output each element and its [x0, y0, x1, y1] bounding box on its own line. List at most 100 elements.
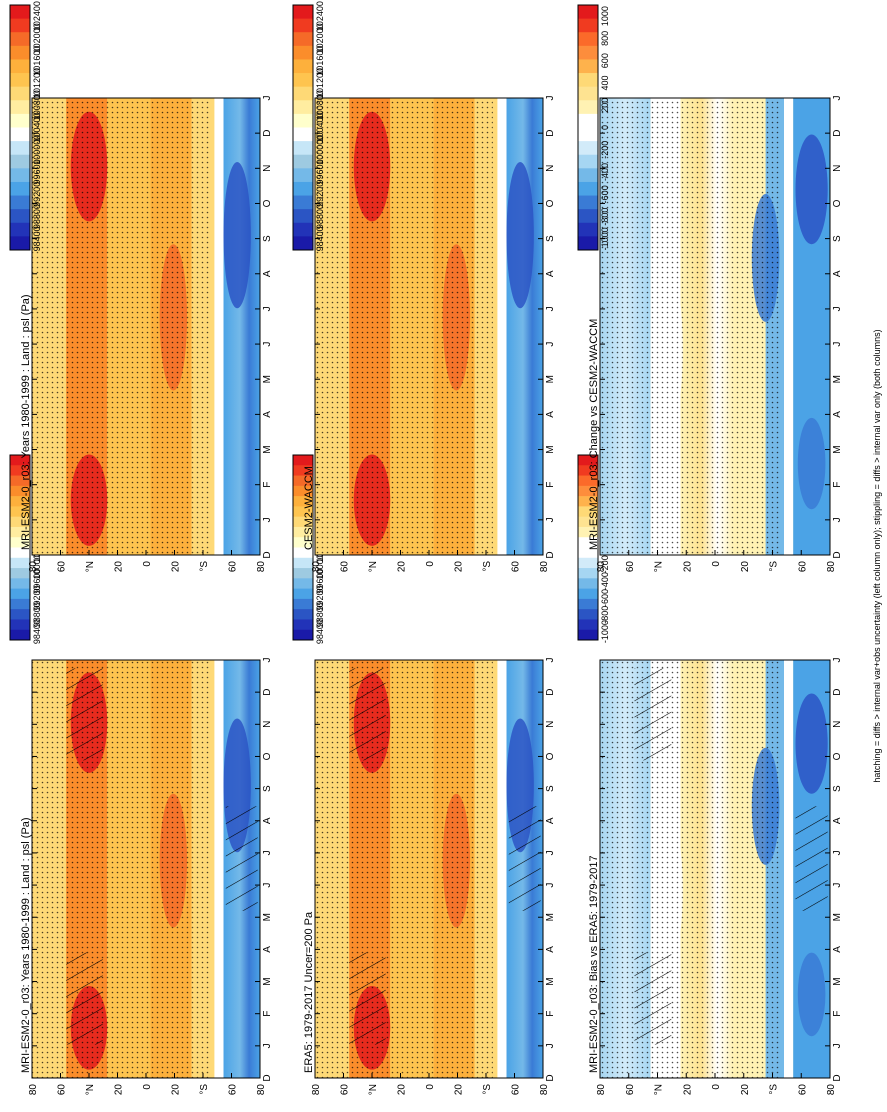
panel-mri-abs: D J F M A M J J A S O N D J 80 60 °N 20 0 20 °S 60 80 MRI-ESM2-… [9, 448, 273, 1096]
month-label: M [545, 913, 556, 921]
colorbar-label: -400 [600, 163, 610, 181]
colorbar-swatch [578, 475, 598, 487]
colorbar-label: -200 [600, 555, 610, 573]
lat-label: °S [199, 1084, 210, 1095]
colorbar-swatch [10, 154, 30, 169]
month-label: J [832, 883, 843, 888]
month-label: J [832, 342, 843, 347]
lat-label: °S [769, 561, 780, 572]
lat-label: 80 [596, 561, 607, 573]
lat-label: 0 [142, 1084, 153, 1090]
hatching [795, 806, 828, 911]
colorbar-swatch [293, 506, 313, 518]
colorbar-swatch [293, 629, 313, 641]
lat-band [784, 98, 794, 555]
month-label: M [262, 375, 273, 383]
colorbar-swatch [578, 526, 598, 538]
lat-label: 20 [114, 1084, 125, 1096]
lat-label: 80 [596, 1084, 607, 1096]
colorbar-label: 800 [600, 31, 610, 46]
month-label: J [545, 342, 556, 347]
colorbar-swatch [578, 588, 598, 600]
colorbar-swatch [293, 45, 313, 60]
colorbar-swatch [293, 465, 313, 477]
month-label: J [832, 850, 843, 855]
colorbar-label: 98800 [315, 204, 325, 229]
colorbar-label: 600 [600, 53, 610, 68]
colorbar-swatch [10, 465, 30, 477]
lat-label: °N [368, 561, 379, 572]
colorbar-label: -600 [600, 185, 610, 203]
lat-band [214, 660, 224, 1078]
colorbar-label: 101200 [315, 68, 325, 98]
colorbar-frame [292, 4, 314, 251]
lat-label: 80 [311, 561, 322, 573]
colorbar-frame [9, 454, 31, 641]
panel-mri-abs-2: D J F M A M J J A S O N D J 80 60 °N 20 0 20 °S 60 80 MRI-ESM2-… [9, 1, 273, 573]
month-label: A [832, 411, 843, 418]
month-label: M [832, 977, 843, 985]
month-label: D [545, 1074, 556, 1081]
colorbar-swatch [578, 209, 598, 224]
lat-label: 60 [625, 561, 636, 573]
hatching [225, 806, 258, 911]
field-blob [797, 417, 826, 510]
month-label: J [545, 96, 556, 101]
colorbar-swatch [10, 18, 30, 33]
month-label: D [545, 689, 556, 696]
colorbar-swatch [10, 537, 30, 548]
colorbar-label: 100000 [32, 135, 42, 165]
colorbar-swatch [578, 455, 598, 466]
colorbar-swatch [293, 127, 313, 142]
panel-title: MRI-ESM2-0_r03: Years 1980-1999 : Land :… [20, 817, 32, 1073]
month-label: J [262, 96, 273, 101]
panel-title: MRI-ESM2-0_r03: Bias vs ERA5: 1979-2017 [588, 855, 600, 1073]
colorbar: 1024001020001016001012001008001004001000… [292, 1, 325, 251]
colorbar-swatch [578, 465, 598, 477]
month-label: A [832, 270, 843, 277]
colorbar-swatch [578, 557, 598, 569]
colorbar-swatch [10, 485, 30, 497]
month-label: J [545, 883, 556, 888]
lat-label: 20 [682, 561, 693, 573]
month-label: O [262, 199, 273, 207]
month-label: M [262, 913, 273, 921]
colorbar-swatch [293, 568, 313, 579]
colorbar-label: -800 [600, 606, 610, 624]
colorbar-swatch [10, 168, 30, 183]
colorbar-label: 102400 [315, 1, 325, 31]
colorbar-swatch [578, 18, 598, 33]
colorbar-swatch [293, 609, 313, 620]
colorbar-swatch [293, 141, 313, 156]
figure-footer: hatching = diffs > internal var+obs unce… [872, 329, 882, 782]
colorbar-swatch [10, 475, 30, 487]
lat-label: 20 [682, 1084, 693, 1096]
lat-band [497, 98, 507, 555]
lat-label: 20 [171, 561, 182, 573]
colorbar-label: -1000 [600, 620, 610, 643]
lat-label: °N [85, 1084, 96, 1095]
colorbar-swatch [293, 557, 313, 569]
month-label: D [832, 130, 843, 137]
colorbar-swatch [578, 5, 598, 20]
colorbar-swatch [578, 73, 598, 88]
colorbar-label: 101600 [32, 46, 42, 76]
month-label: F [262, 1011, 273, 1017]
month-label: N [262, 721, 273, 728]
colorbar-swatch [578, 516, 598, 528]
month-label: O [832, 752, 843, 760]
colorbar-swatch [293, 73, 313, 88]
month-label: J [832, 96, 843, 101]
colorbar-swatch [10, 195, 30, 210]
colorbar-swatch [10, 526, 30, 538]
month-label: M [262, 445, 273, 453]
month-label: A [545, 411, 556, 418]
panel-bias: D J F M A M J J A S O N D J 80 60 °N 20 0 20 °S 60 80 MRI-ESM2-… [577, 453, 843, 1096]
month-label: A [262, 946, 273, 953]
lat-label: 60 [228, 1084, 239, 1096]
colorbar-swatch [578, 222, 598, 237]
lat-label: 0 [142, 561, 153, 567]
colorbar-swatch [10, 113, 30, 128]
colorbar-swatch [578, 619, 598, 631]
colorbar-swatch [293, 619, 313, 631]
